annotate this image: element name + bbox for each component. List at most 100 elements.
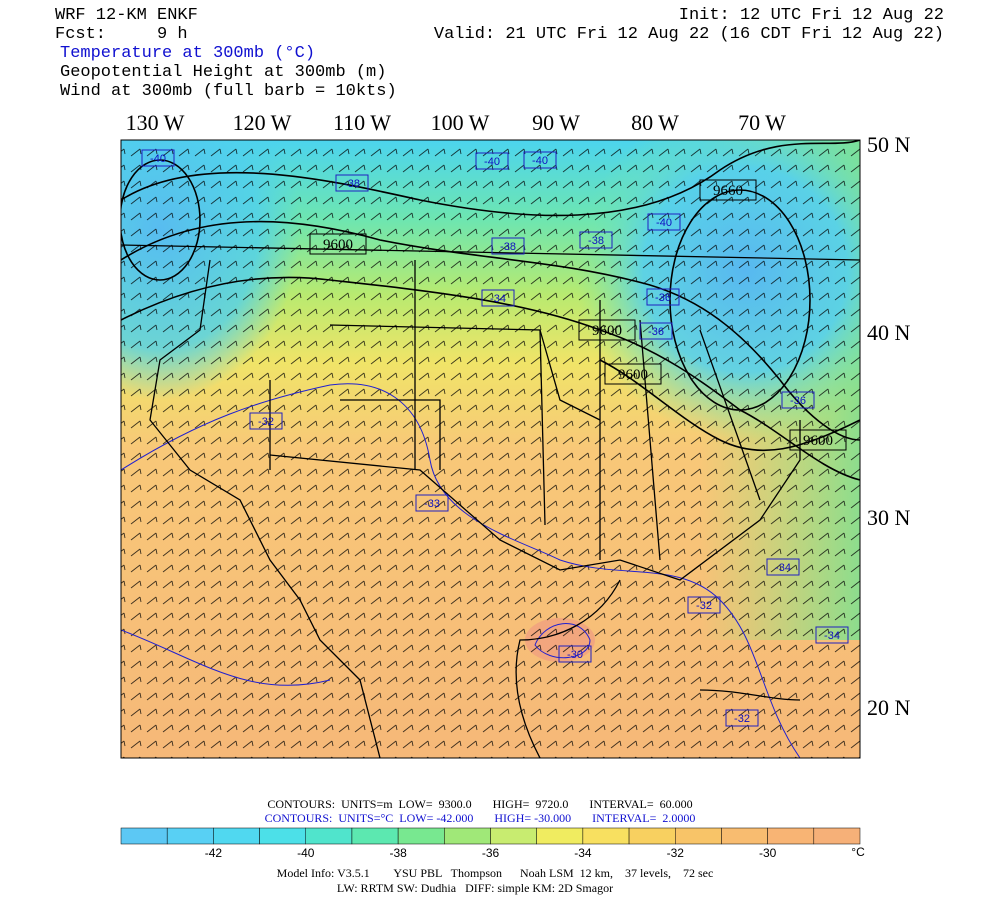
height-label-box (578, 319, 636, 341)
temperature-label: -33 (424, 498, 440, 510)
latitude-label: 40 N (867, 320, 911, 345)
temperature-label-box (335, 174, 369, 192)
longitude-label: 120 W (233, 110, 292, 135)
temperature-label: -32 (258, 416, 274, 428)
temperature-label: -36 (648, 326, 664, 338)
temperature-label-box (481, 289, 515, 307)
height-label: 9600 (592, 323, 622, 339)
temperature-label-box (687, 596, 721, 614)
colorbar-swatch (767, 827, 815, 845)
colorbar-label: -38 (389, 846, 407, 860)
colorbar-swatch (213, 827, 260, 845)
physics-info: LW: RRTM SW: Dudhia DIFF: simple KM: 2D … (337, 881, 613, 895)
wind-barbs (121, 140, 860, 758)
valid-time: Valid: 21 UTC Fri 12 Aug 22 (16 CDT Fri … (434, 25, 944, 44)
colorbar-label: -36 (482, 846, 500, 860)
colorbar-swatch (582, 827, 630, 845)
latitude-label: 20 N (867, 695, 911, 720)
colorbar-label: -30 (759, 846, 777, 860)
colorbar-label: -40 (297, 846, 315, 860)
colorbar-swatch (166, 827, 214, 845)
map-frame (120, 139, 861, 759)
temperature-label-box (523, 151, 557, 169)
height-contour-info: CONTOURS: UNITS=m LOW= 9300.0 HIGH= 9720… (267, 797, 692, 811)
temperature-label: -38 (500, 241, 516, 253)
model-info: Model Info: V3.5.1 YSU PBL Thompson Noah… (277, 866, 714, 880)
temperature-label: -38 (588, 235, 604, 247)
longitude-label: 130 W (126, 110, 185, 135)
colorbar: -42 -40 -38 -36 -34 -32 -30 °C (120, 827, 865, 860)
temperature-label-box (141, 149, 175, 167)
height-label: 9660 (713, 183, 743, 199)
header: WRF 12-KM ENKF Fcst: 9 h Init: 12 UTC Fr… (55, 6, 944, 101)
colorbar-unit: °C (851, 845, 865, 859)
colorbar-swatch (628, 827, 676, 845)
temperature-label: -40 (484, 156, 500, 168)
temperature-label: -34 (490, 293, 506, 305)
footer: CONTOURS: UNITS=m LOW= 9300.0 HIGH= 9720… (120, 797, 865, 895)
temperature-label-box (491, 237, 525, 255)
temperature-label-box (647, 213, 681, 231)
longitude-label: 70 W (738, 110, 786, 135)
colorbar-swatch (536, 827, 584, 845)
colorbar-swatch (120, 827, 168, 845)
temperature-label-box (558, 645, 592, 663)
map-axes: 130 W 120 W 110 W 100 W 90 W 80 W 70 W 50 N 40 N… (126, 110, 911, 720)
temperature-label: -32 (696, 600, 712, 612)
colorbar-swatch (397, 827, 445, 845)
temperature-label: -40 (532, 155, 548, 167)
colorbar-swatch (444, 827, 491, 845)
temperature-label: -34 (775, 562, 791, 574)
height-label-box (699, 179, 757, 201)
temperature-label-box (815, 626, 849, 644)
latitude-label: 50 N (867, 132, 911, 157)
temperature-label-box (249, 412, 283, 430)
temperature-label: -36 (790, 395, 806, 407)
colorbar-swatch (259, 827, 306, 845)
temperature-label-box (579, 231, 613, 249)
temperature-label-box (646, 288, 680, 306)
field-temperature: Temperature at 300mb (°C) (60, 44, 315, 63)
colorbar-swatch (305, 827, 353, 845)
height-label: 9600 (618, 367, 648, 383)
political-boundaries (121, 244, 860, 758)
field-wind: Wind at 300mb (full barb = 10kts) (60, 82, 397, 101)
temperature-label-box (415, 494, 449, 512)
temperature-label: -40 (150, 153, 166, 165)
temperature-label: -32 (734, 713, 750, 725)
temperature-label: -38 (344, 178, 360, 190)
height-contours (121, 140, 860, 481)
colorbar-swatch (721, 827, 768, 845)
temperature-label: -34 (824, 630, 840, 642)
height-label: 9600 (803, 433, 833, 449)
map: 9600 9660 9600 9600 9600 -40 -40 -40 -38 -40 -38 -3… (121, 140, 860, 758)
model-name: WRF 12-KM ENKF (55, 6, 198, 25)
temperature-label-box (639, 322, 673, 340)
temperature-label-box (781, 391, 815, 409)
longitude-label: 80 W (631, 110, 679, 135)
temperature-label-box (475, 152, 509, 170)
colorbar-swatch (813, 827, 861, 845)
longitude-label: 90 W (532, 110, 580, 135)
temperature-label-box (766, 558, 800, 576)
temperature-label-box (725, 709, 759, 727)
temperature-label: -40 (656, 217, 672, 229)
field-height: Geopotential Height at 300mb (m) (60, 63, 386, 82)
longitude-label: 100 W (431, 110, 490, 135)
temperature-label: -36 (655, 292, 671, 304)
colorbar-swatch (675, 827, 722, 845)
longitude-label: 110 W (333, 110, 391, 135)
colorbar-swatch (351, 827, 399, 845)
colorbar-label: -42 (205, 846, 223, 860)
contour-labels: 9600 9660 9600 9600 9600 -40 -40 -40 -38 -40 -38 -3… (141, 149, 849, 727)
height-label: 9600 (323, 237, 353, 253)
temperature-contour-info: CONTOURS: UNITS=°C LOW= -42.000 HIGH= -3… (265, 811, 696, 825)
latitude-label: 30 N (867, 505, 911, 530)
temperature-label: -30 (567, 649, 583, 661)
height-label-box (604, 363, 662, 385)
height-label-box (789, 429, 847, 451)
forecast-hour: Fcst: 9 h (55, 25, 188, 44)
colorbar-label: -32 (667, 846, 685, 860)
